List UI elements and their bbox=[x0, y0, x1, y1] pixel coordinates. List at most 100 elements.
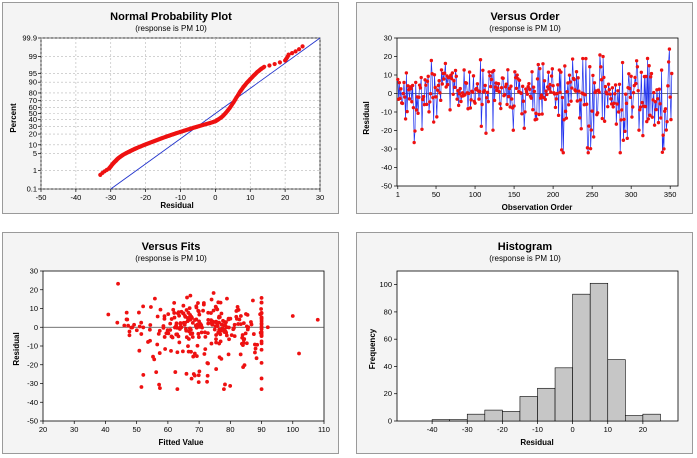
data-point bbox=[407, 97, 412, 101]
data-point bbox=[184, 308, 189, 312]
data-point bbox=[426, 74, 430, 79]
x-tick-label: 40 bbox=[101, 425, 109, 434]
x-tick-label: 250 bbox=[586, 190, 599, 199]
data-point bbox=[601, 54, 605, 59]
data-point bbox=[652, 90, 656, 95]
data-point bbox=[251, 332, 256, 336]
data-point bbox=[225, 296, 229, 301]
data-point bbox=[424, 102, 429, 107]
y-tick-label: -20 bbox=[381, 126, 392, 135]
data-point bbox=[196, 308, 201, 313]
y-tick-label: -30 bbox=[27, 379, 38, 388]
data-point bbox=[624, 92, 628, 96]
data-point bbox=[591, 73, 595, 78]
data-point bbox=[544, 89, 548, 93]
data-point bbox=[451, 92, 455, 97]
data-point bbox=[572, 77, 576, 82]
data-point bbox=[506, 94, 511, 99]
data-point bbox=[259, 316, 264, 320]
data-point bbox=[228, 316, 233, 321]
data-point bbox=[586, 151, 590, 155]
data-point bbox=[127, 329, 132, 334]
data-point bbox=[205, 379, 209, 384]
y-axis-label: Frequency bbox=[368, 328, 377, 369]
y-tick-label: -40 bbox=[27, 398, 38, 407]
data-point bbox=[172, 311, 177, 315]
data-point bbox=[446, 82, 450, 87]
data-point bbox=[180, 349, 185, 354]
data-point bbox=[177, 313, 182, 318]
data-point bbox=[581, 56, 585, 61]
data-point bbox=[124, 317, 129, 322]
data-point bbox=[527, 87, 532, 91]
data-point bbox=[641, 133, 645, 138]
data-point bbox=[152, 357, 157, 362]
data-point bbox=[115, 320, 120, 325]
data-point bbox=[237, 317, 242, 322]
data-point bbox=[193, 318, 197, 322]
x-tick-label: 20 bbox=[39, 425, 47, 434]
data-point bbox=[241, 321, 246, 326]
data-point bbox=[272, 61, 277, 67]
y-tick-label: 80 bbox=[29, 88, 37, 97]
x-tick-label: 0 bbox=[213, 193, 217, 202]
data-point bbox=[209, 320, 214, 325]
data-point bbox=[232, 334, 237, 339]
data-point bbox=[157, 382, 161, 387]
data-point bbox=[479, 124, 483, 129]
data-point bbox=[215, 307, 220, 312]
data-point bbox=[588, 64, 592, 69]
data-point bbox=[556, 83, 560, 87]
data-point bbox=[546, 70, 551, 74]
data-point bbox=[232, 322, 237, 327]
data-point bbox=[498, 102, 502, 106]
data-point bbox=[576, 76, 580, 80]
data-point bbox=[205, 361, 210, 365]
data-point bbox=[428, 92, 433, 96]
data-point bbox=[258, 312, 263, 317]
data-point bbox=[575, 99, 580, 103]
data-point bbox=[545, 92, 549, 97]
data-point bbox=[670, 71, 674, 76]
data-point bbox=[169, 317, 174, 321]
data-point bbox=[611, 105, 615, 109]
data-point bbox=[539, 93, 544, 97]
data-point bbox=[657, 87, 661, 91]
data-point bbox=[227, 337, 231, 342]
data-point bbox=[214, 337, 218, 342]
data-point bbox=[649, 71, 654, 76]
data-point bbox=[412, 140, 416, 145]
x-axis-label: Residual bbox=[520, 438, 553, 447]
data-point bbox=[433, 85, 437, 90]
data-point bbox=[512, 104, 516, 108]
data-point bbox=[404, 71, 409, 75]
data-point bbox=[644, 74, 648, 79]
data-point bbox=[290, 51, 295, 56]
data-point bbox=[623, 129, 627, 134]
data-point bbox=[553, 105, 558, 110]
data-point bbox=[219, 356, 224, 361]
data-point bbox=[579, 127, 583, 131]
data-point bbox=[194, 304, 199, 309]
data-point bbox=[538, 66, 542, 71]
data-point bbox=[156, 331, 161, 336]
y-axis-label: Residual bbox=[12, 332, 21, 365]
data-point bbox=[631, 105, 635, 109]
data-point bbox=[577, 89, 581, 93]
data-point bbox=[158, 386, 162, 391]
data-point bbox=[162, 314, 167, 319]
histogram-bar bbox=[607, 359, 626, 422]
data-point bbox=[186, 337, 191, 341]
data-point bbox=[196, 373, 201, 378]
data-point bbox=[617, 82, 622, 86]
data-point bbox=[122, 323, 127, 328]
data-point bbox=[416, 111, 420, 115]
data-point bbox=[209, 341, 214, 346]
y-tick-label: -40 bbox=[381, 163, 392, 172]
data-point bbox=[527, 81, 531, 86]
data-point bbox=[234, 309, 239, 313]
data-point bbox=[491, 128, 495, 132]
y-tick-label: 0 bbox=[388, 417, 392, 426]
data-point bbox=[488, 74, 492, 78]
data-point bbox=[417, 83, 422, 87]
